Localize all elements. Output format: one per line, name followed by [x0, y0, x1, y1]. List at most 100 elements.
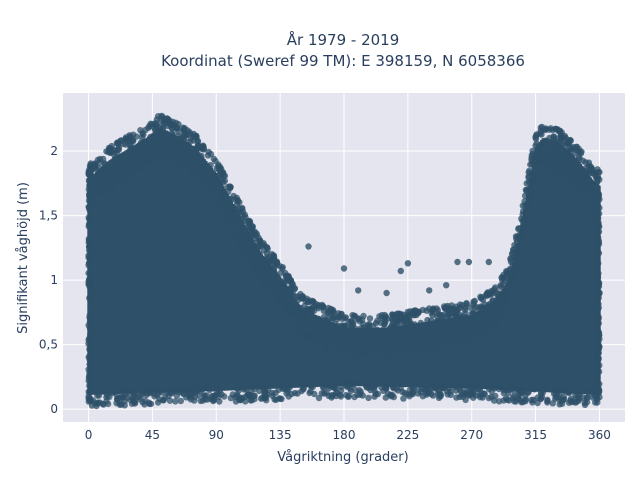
- data-point: [471, 304, 478, 311]
- data-point: [235, 205, 243, 212]
- outlier-point: [383, 289, 390, 297]
- outlier-point: [404, 260, 412, 267]
- data-point: [529, 147, 536, 155]
- data-point: [470, 383, 477, 391]
- data-point: [85, 269, 92, 277]
- data-point: [206, 386, 213, 394]
- data-point: [257, 262, 264, 269]
- data-point: [166, 388, 173, 396]
- outlier-point: [465, 258, 473, 266]
- data-point: [227, 394, 235, 402]
- data-point: [183, 386, 190, 394]
- data-point: [434, 312, 441, 319]
- data-point: [111, 174, 118, 181]
- data-point: [451, 383, 459, 391]
- data-point: [86, 239, 94, 247]
- data-point: [433, 382, 440, 389]
- data-point: [579, 157, 586, 164]
- data-point: [284, 387, 291, 395]
- data-point: [476, 391, 483, 399]
- data-point: [583, 164, 590, 172]
- data-point: [561, 396, 568, 403]
- data-point: [114, 146, 121, 153]
- data-point: [88, 373, 95, 380]
- data-point: [153, 386, 160, 393]
- data-point: [177, 153, 184, 160]
- data-point: [150, 143, 157, 150]
- data-point: [136, 150, 143, 158]
- data-point: [594, 388, 601, 396]
- data-point: [528, 385, 535, 393]
- data-point: [233, 385, 241, 392]
- data-point: [411, 346, 418, 353]
- data-point: [304, 320, 311, 327]
- outlier-point: [397, 267, 404, 275]
- data-point: [159, 141, 166, 148]
- data-point: [446, 334, 454, 341]
- data-point: [120, 386, 127, 394]
- data-point: [405, 316, 413, 323]
- data-point: [174, 125, 181, 132]
- data-point: [458, 382, 465, 389]
- data-point: [400, 395, 407, 402]
- data-point: [544, 399, 551, 406]
- data-point: [512, 266, 520, 273]
- data-point: [559, 168, 566, 175]
- data-point: [491, 397, 498, 404]
- data-point: [552, 391, 559, 398]
- data-point: [226, 184, 234, 191]
- data-point: [595, 349, 602, 357]
- data-point: [375, 345, 382, 352]
- data-point: [502, 395, 510, 402]
- data-point: [86, 312, 94, 319]
- x-tick-label: 315: [524, 428, 547, 442]
- data-point: [547, 125, 554, 132]
- data-point: [594, 187, 601, 194]
- data-point: [137, 158, 145, 165]
- data-point: [264, 253, 271, 261]
- data-point: [581, 401, 589, 409]
- data-point: [161, 394, 169, 402]
- data-point: [428, 390, 435, 398]
- data-point: [576, 390, 583, 398]
- data-point: [216, 387, 223, 395]
- data-point: [521, 230, 528, 237]
- data-point: [367, 381, 375, 389]
- outlier-point: [426, 287, 433, 294]
- data-point: [300, 381, 307, 388]
- data-point: [293, 294, 300, 301]
- data-point: [356, 387, 363, 394]
- data-point: [470, 298, 477, 305]
- data-point: [337, 393, 345, 400]
- data-point: [444, 381, 451, 388]
- data-point: [316, 335, 323, 343]
- data-point: [594, 248, 602, 256]
- data-point: [198, 152, 205, 159]
- data-point: [320, 384, 328, 392]
- data-point: [172, 398, 179, 405]
- data-point: [157, 151, 164, 158]
- data-point: [530, 176, 538, 183]
- data-point: [485, 315, 492, 323]
- data-point: [437, 323, 445, 330]
- data-point: [594, 199, 601, 206]
- data-point: [493, 318, 500, 326]
- data-point: [389, 315, 397, 322]
- data-point: [183, 394, 190, 401]
- data-point: [447, 305, 454, 312]
- data-point: [265, 259, 272, 267]
- data-point: [436, 317, 443, 324]
- data-point: [265, 280, 273, 287]
- data-point: [219, 176, 226, 183]
- data-point: [188, 168, 195, 175]
- data-point: [107, 184, 115, 191]
- data-point: [86, 178, 93, 186]
- data-point: [330, 383, 337, 390]
- y-axis-ticks: 0 0,5 1 1,5 2: [39, 144, 58, 416]
- data-point: [291, 285, 298, 292]
- data-point: [325, 304, 332, 312]
- data-point: [169, 131, 176, 139]
- data-point: [554, 155, 561, 162]
- data-point: [85, 354, 92, 361]
